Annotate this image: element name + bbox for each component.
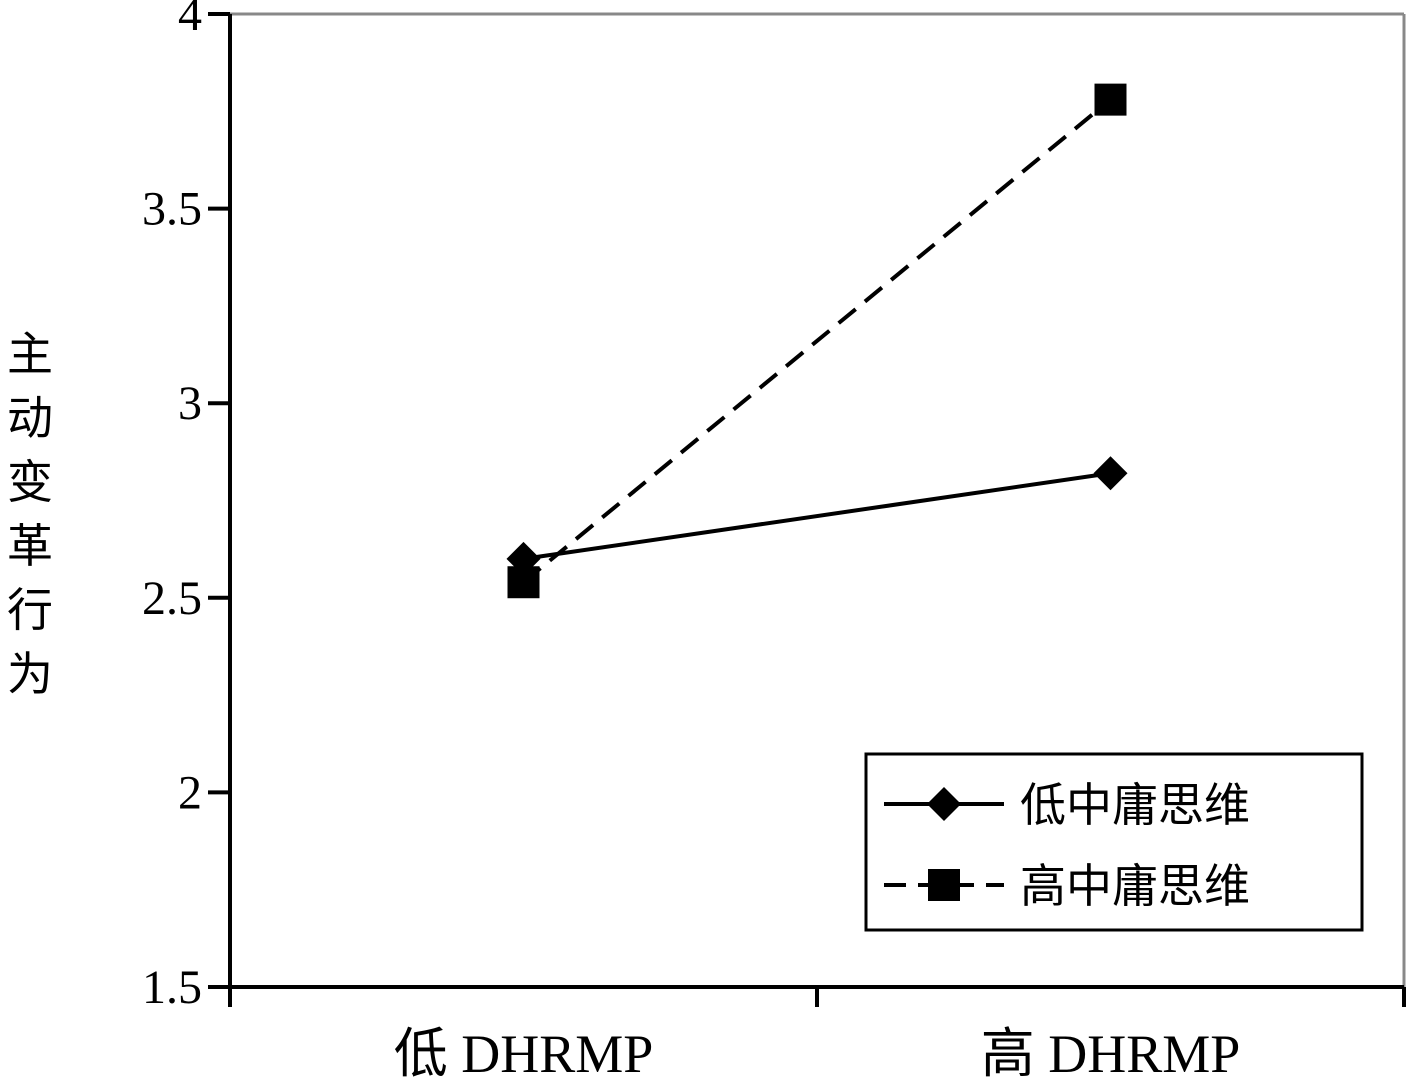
y-tick-label: 4 bbox=[178, 0, 202, 41]
legend-diamond-marker bbox=[927, 787, 961, 821]
y-tick-label: 3.5 bbox=[142, 183, 202, 236]
x-axis-ticks: 低 DHRMP 高 DHRMP bbox=[228, 987, 1406, 1079]
y-tick-label: 3 bbox=[178, 377, 202, 430]
series-line bbox=[523, 471, 1111, 561]
y-tick-label: 2 bbox=[178, 766, 202, 819]
series-layer bbox=[506, 83, 1128, 599]
y-axis-ticks: 1.5 2 2.5 3 3.5 4 bbox=[142, 0, 230, 1014]
legend-square-marker bbox=[928, 869, 960, 901]
x-tick-label: 高 DHRMP bbox=[981, 1024, 1241, 1079]
legend-label: 低中庸思维 bbox=[1020, 778, 1250, 832]
series-2 bbox=[507, 83, 1127, 599]
y-axis-label: 主动变革行为 bbox=[7, 327, 53, 701]
square-marker bbox=[507, 566, 540, 599]
legend-label: 高中庸思维 bbox=[1020, 859, 1250, 913]
series-1 bbox=[506, 456, 1128, 576]
square-marker bbox=[1094, 83, 1127, 116]
diamond-marker bbox=[1093, 456, 1128, 491]
series-line bbox=[522, 98, 1112, 584]
y-tick-label: 1.5 bbox=[142, 961, 202, 1014]
x-tick-label: 低 DHRMP bbox=[394, 1024, 654, 1079]
y-tick-label: 2.5 bbox=[142, 572, 202, 625]
